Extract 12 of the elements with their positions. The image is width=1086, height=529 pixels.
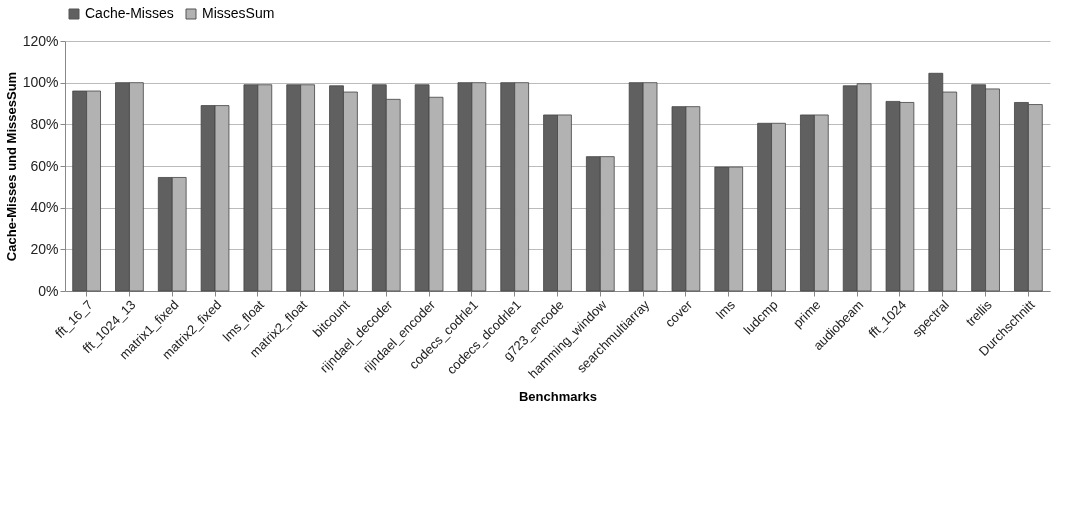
legend-label: Cache-Misses xyxy=(85,5,174,21)
y-tick-label: 60% xyxy=(30,157,59,174)
x-axis-title: Benchmarks xyxy=(518,389,598,405)
y-tick-label: 120% xyxy=(22,32,59,49)
legend-label: MissesSum xyxy=(202,5,275,21)
y-tick-label: 40% xyxy=(30,199,59,216)
x-tick-label: lms xyxy=(713,296,739,322)
y-tick-label: 20% xyxy=(30,240,59,257)
y-tick-label: 80% xyxy=(30,115,59,132)
y-tick-label: 0% xyxy=(38,282,59,299)
y-tick-label: 100% xyxy=(22,74,59,91)
y-axis-title: Cache-Misses und MissesSum xyxy=(3,71,19,262)
